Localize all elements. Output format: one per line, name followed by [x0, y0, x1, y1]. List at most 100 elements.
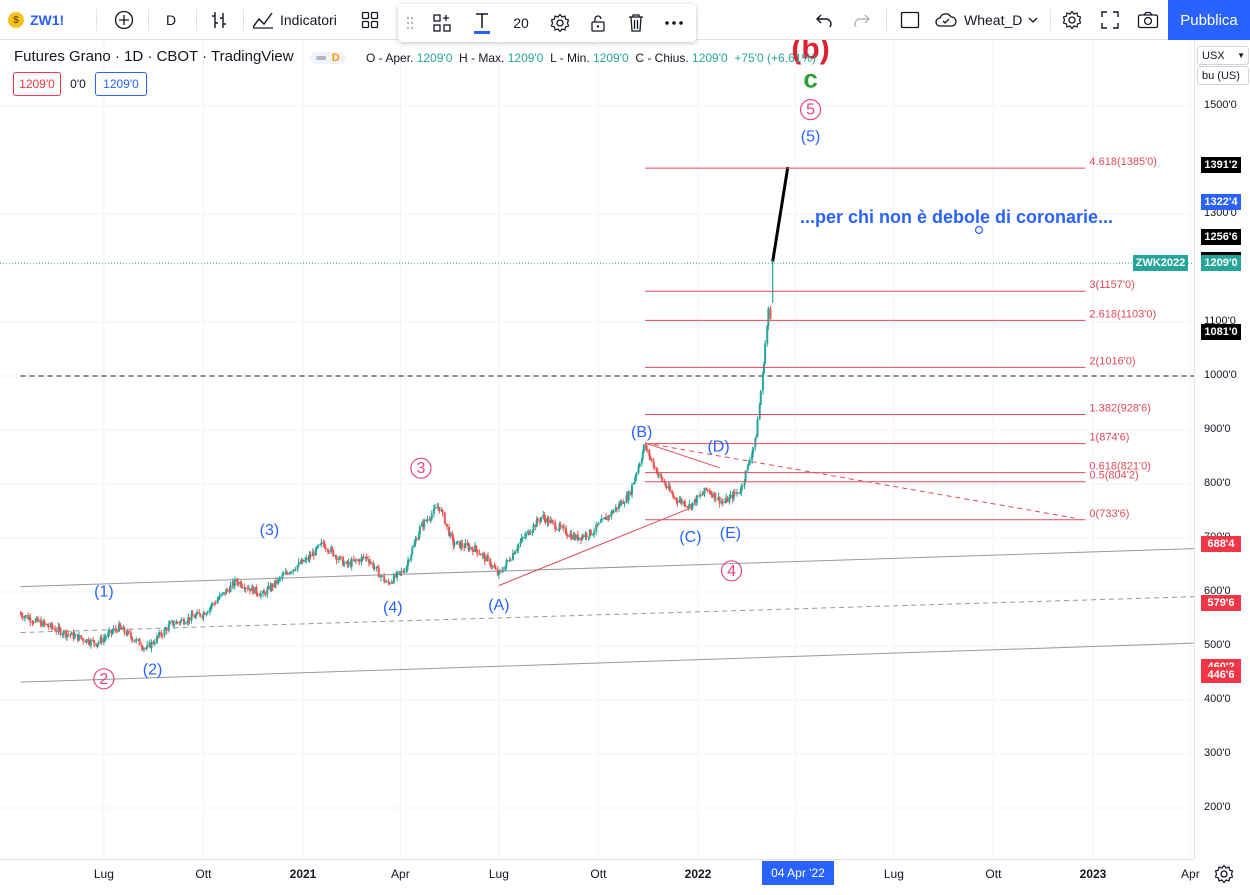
candle-body — [478, 553, 481, 555]
candle-body — [224, 592, 227, 595]
candle-body — [254, 586, 257, 594]
text-color-icon[interactable] — [468, 9, 496, 37]
price-tick: 300'0 — [1204, 747, 1231, 759]
candle-body — [501, 570, 504, 572]
layout-name-button[interactable]: Wheat_D — [934, 6, 1044, 34]
candle-body — [546, 517, 549, 523]
more-options-icon[interactable] — [660, 9, 688, 37]
redo-icon[interactable] — [848, 6, 876, 34]
sell-price-button[interactable]: 1209'0 — [13, 72, 61, 96]
candle-body — [693, 499, 696, 503]
candle-body — [695, 495, 698, 504]
candle-body — [534, 524, 537, 527]
candle-body — [289, 572, 292, 575]
compare-add-icon[interactable] — [110, 6, 138, 34]
scale-settings-gear-icon[interactable] — [1214, 864, 1236, 886]
candle-body — [273, 580, 276, 588]
candle-body — [82, 638, 85, 642]
candle-body — [536, 519, 539, 521]
candle-body — [595, 524, 598, 532]
candle-body — [300, 559, 303, 564]
candle-body — [758, 405, 761, 420]
candle-body — [387, 581, 390, 583]
candle-body — [243, 587, 246, 590]
interval-button[interactable]: D — [158, 6, 184, 34]
candle-body — [658, 473, 661, 475]
drag-handle-icon[interactable] — [402, 9, 418, 37]
currency-select[interactable]: USX ▼ — [1197, 46, 1249, 65]
candle-body — [406, 560, 409, 566]
fib-level-label: 0(733'6) — [1089, 508, 1129, 520]
candle-body — [523, 536, 526, 538]
price-chart[interactable]: 4.618(1385'0) 3(1157'0) 2.618(1103'0) 2(101… — [0, 40, 1194, 859]
candle-body — [680, 499, 683, 504]
candle-body — [649, 456, 652, 459]
candle-body — [524, 533, 527, 537]
unit-select[interactable]: bu (US) — [1197, 66, 1249, 85]
layout-select-icon[interactable] — [896, 6, 924, 34]
candle-body — [448, 526, 451, 536]
candle-body — [311, 552, 314, 557]
candle-body — [138, 639, 141, 646]
candle-body — [506, 560, 509, 562]
time-tick: Lug — [488, 867, 509, 881]
candle-body — [535, 519, 538, 527]
settings-gear-icon[interactable] — [546, 9, 574, 37]
candle-body — [213, 603, 216, 605]
trash-icon[interactable] — [622, 9, 650, 37]
candle-body — [399, 571, 402, 573]
candle-body — [323, 543, 326, 548]
layout-template-icon[interactable] — [428, 9, 456, 37]
candle-body — [381, 575, 383, 577]
candle-body — [118, 623, 121, 632]
candle-body — [620, 501, 623, 506]
price-tick: 1500'0 — [1204, 99, 1237, 111]
candle-body — [648, 449, 651, 457]
buy-price-button[interactable]: 1209'0 — [95, 72, 147, 96]
candle-body — [542, 515, 545, 518]
price-scale[interactable] — [1194, 40, 1250, 859]
lock-icon[interactable] — [584, 9, 612, 37]
candle-body — [629, 491, 632, 495]
candle-body — [580, 537, 583, 540]
currency-label: USX — [1202, 49, 1225, 62]
font-size-button[interactable]: 20 — [506, 9, 536, 37]
candle-body — [353, 559, 356, 561]
candle-body — [391, 582, 394, 584]
chart-settings-gear-icon[interactable] — [1058, 6, 1086, 34]
candle-body — [561, 526, 564, 528]
candle-body — [198, 612, 201, 614]
publish-button[interactable]: Pubblica — [1168, 0, 1250, 40]
fullscreen-icon[interactable] — [1096, 6, 1124, 34]
candle-body — [342, 557, 345, 566]
candle-body — [608, 515, 611, 517]
candle-body — [221, 592, 224, 594]
symbol-search-button[interactable]: $ ZW1! — [8, 6, 64, 34]
candle-body — [211, 603, 214, 607]
candle-body — [304, 559, 307, 562]
candle-body — [377, 568, 380, 578]
candle-body — [330, 547, 333, 553]
candle-body — [756, 419, 759, 437]
camera-snapshot-icon[interactable] — [1134, 6, 1162, 34]
legend-title: Futures Grano · 1D · CBOT · TradingView … — [14, 48, 346, 65]
candle-body — [673, 496, 676, 498]
candle-body — [115, 629, 118, 632]
candle-body — [544, 518, 547, 523]
candle-body — [577, 537, 580, 540]
candle-body — [247, 588, 250, 590]
time-scale[interactable] — [0, 859, 1194, 895]
undo-icon[interactable] — [810, 6, 838, 34]
candle-body — [123, 627, 126, 633]
candle-body — [672, 493, 675, 497]
candle-body — [611, 511, 614, 514]
templates-grid-icon[interactable] — [356, 6, 384, 34]
candle-body — [264, 592, 267, 595]
candle-body — [46, 623, 49, 627]
bar-style-icon[interactable] — [205, 6, 233, 34]
candle-body — [584, 533, 587, 538]
candle-body — [320, 542, 323, 545]
candle-body — [487, 556, 490, 559]
indicators-button[interactable]: Indicatori — [252, 6, 372, 34]
sell-price-label: 1209'0 — [19, 77, 55, 91]
